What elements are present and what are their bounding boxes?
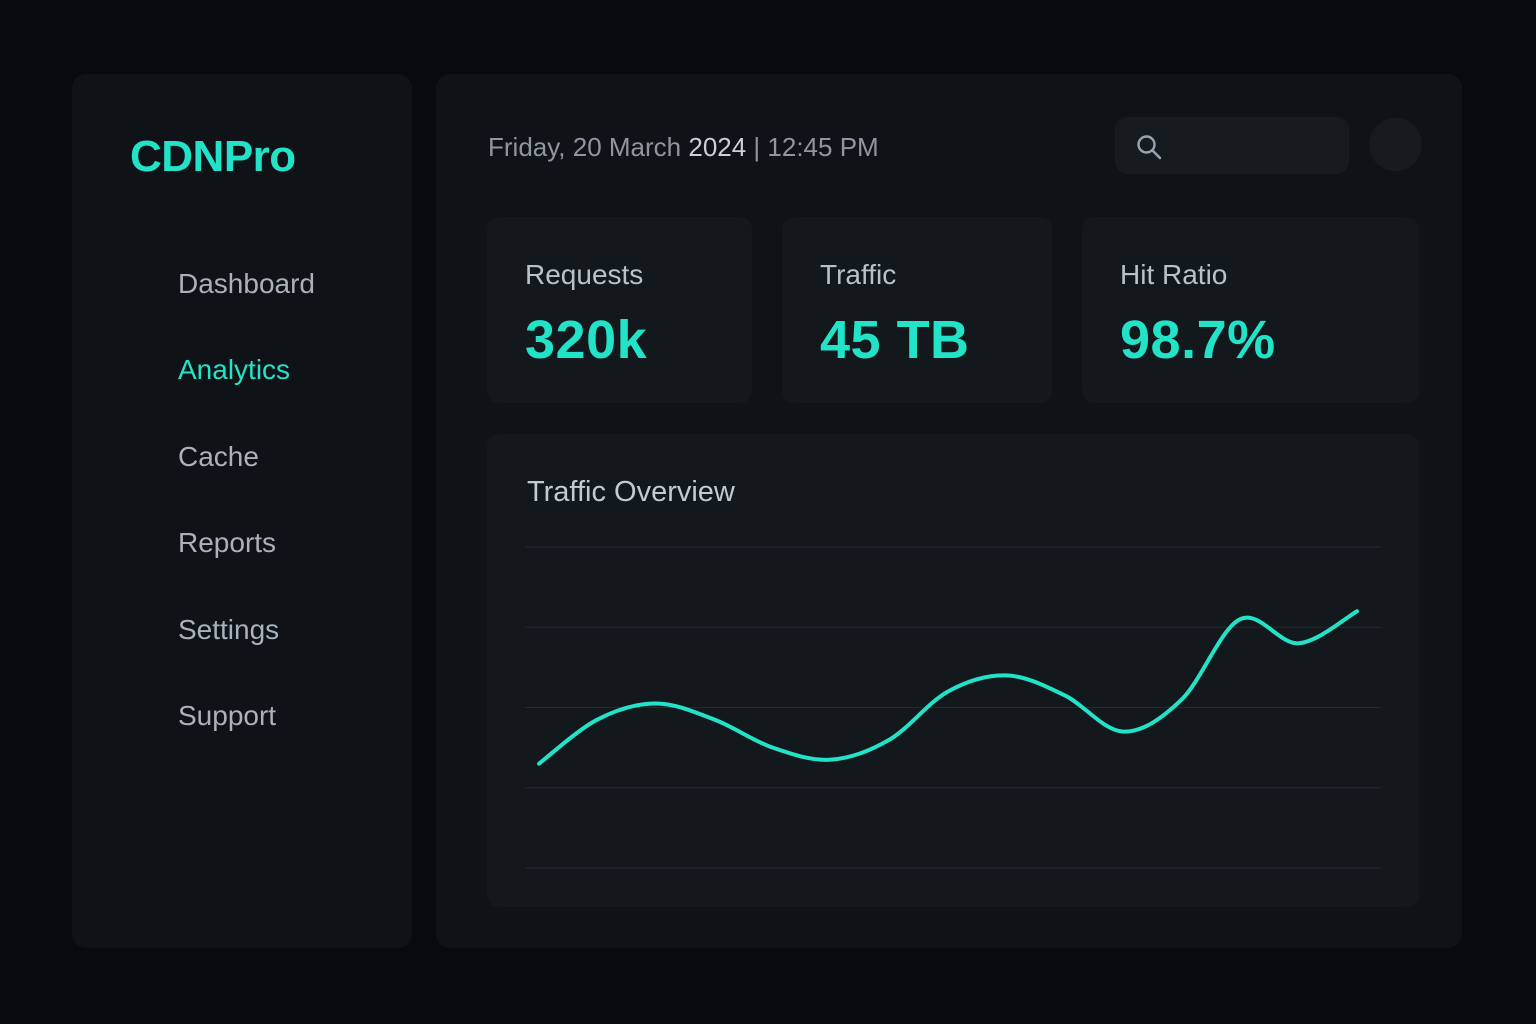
stat-value: 45 TB — [820, 310, 970, 370]
sidebar-item-analytics[interactable]: Analytics — [178, 354, 291, 385]
stat-value: 320k — [525, 310, 648, 370]
stat-card-requests: Requests 320k — [487, 217, 752, 403]
traffic-chart — [525, 546, 1381, 869]
stat-value: 98.7% — [1120, 310, 1276, 370]
sidebar-item-dashboard[interactable]: Dashboard — [178, 268, 315, 299]
stat-card-traffic: Traffic 45 TB — [782, 217, 1052, 403]
stat-label: Hit Ratio — [1120, 259, 1228, 290]
stat-label: Requests — [525, 259, 644, 290]
stat-card-hit-ratio: Hit Ratio 98.7% — [1082, 217, 1419, 403]
sidebar-item-reports[interactable]: Reports — [178, 527, 277, 558]
avatar[interactable] — [1369, 118, 1422, 171]
year-text: 2024 — [688, 132, 747, 162]
chart-title: Traffic Overview — [527, 476, 735, 508]
stat-label: Traffic — [820, 259, 897, 290]
search-icon — [1137, 135, 1162, 160]
sidebar: CDNPro Dashboard Analytics Cache Reports… — [72, 74, 412, 948]
sidebar-item-cache[interactable]: Cache — [178, 441, 259, 472]
date-time: Friday, 20 March 2024 | 12:45 PM — [488, 132, 879, 163]
traffic-overview-panel: Traffic Overview — [487, 434, 1419, 907]
main-panel: Friday, 20 March 2024 | 12:45 PM Request… — [436, 74, 1462, 948]
sidebar-item-support[interactable]: Support — [178, 700, 277, 731]
date-text: Friday, 20 March — [488, 132, 689, 162]
time-text: | 12:45 PM — [746, 132, 879, 162]
brand-logo: CDNPro — [130, 132, 296, 181]
chart-series-line — [537, 609, 1359, 766]
sidebar-item-settings[interactable]: Settings — [178, 614, 280, 645]
search-input[interactable] — [1115, 117, 1349, 174]
